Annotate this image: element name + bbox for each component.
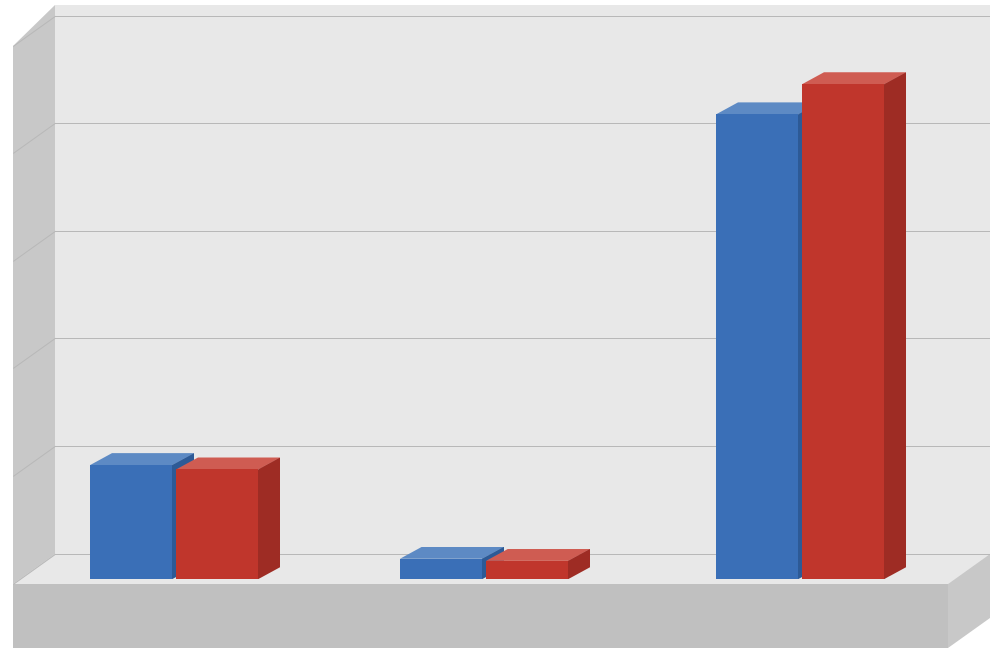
bar-cat-1-series-b (176, 469, 258, 579)
bar-cat-2-series-b (486, 561, 568, 579)
bar-cat-1-series-a (90, 465, 172, 579)
floor-front (13, 584, 948, 648)
bar-chart-3d (0, 0, 992, 648)
side-wall (13, 5, 55, 584)
bar-cat-2-series-a (400, 559, 482, 579)
bar-cat-3-series-a (716, 114, 798, 579)
bar-cat-3-series-b (802, 84, 884, 579)
